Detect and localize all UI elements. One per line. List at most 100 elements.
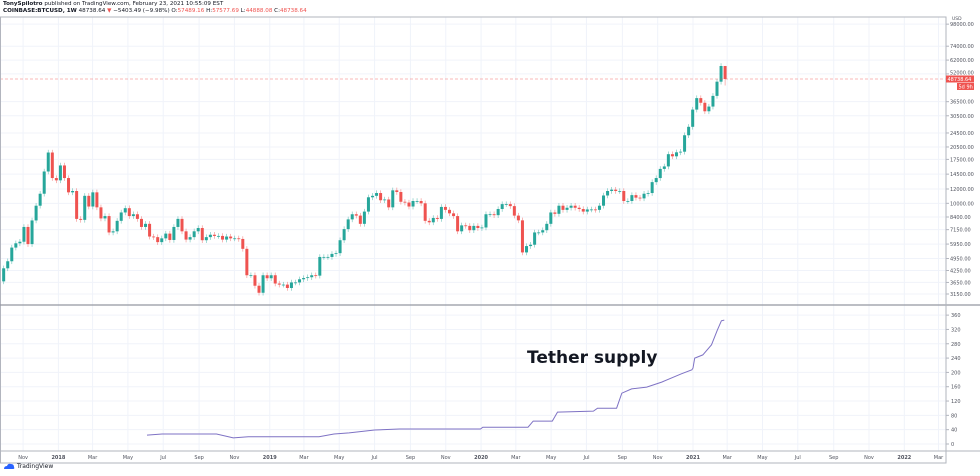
candle-body [269,275,273,279]
candle [326,254,330,260]
candle-body [249,275,253,277]
close-label: C: [274,8,280,14]
candle [200,225,204,244]
candle [221,233,225,243]
candle [460,222,464,235]
time-axis-label: Nov [441,455,451,461]
candle [338,237,342,256]
candle [261,272,265,296]
candle-body [557,205,561,214]
price-tag [946,75,974,83]
candle [38,191,42,209]
candle [391,187,395,211]
candle [691,106,695,130]
candle [634,192,638,201]
candle [403,199,407,206]
price-axis-label: 4950.00 [950,257,971,263]
candle-body [107,216,111,233]
candle [115,218,119,235]
candle-body [95,192,99,208]
candle [674,149,678,160]
candle [537,229,541,236]
candle [577,205,581,212]
candle [695,95,699,113]
candle [508,201,512,209]
time-axis-label: 2022 [897,455,911,461]
candle-body [164,233,168,239]
tradingview-logo[interactable]: TradingView [3,463,53,470]
candle [241,236,245,252]
countdown-value: 5d 9h [959,84,973,90]
candle-body [168,233,172,240]
candle-body [281,284,285,286]
candle [719,63,723,85]
candle-body [670,154,674,157]
candle-body [529,244,533,247]
candle-body [573,205,577,208]
candle [257,283,261,296]
candle [10,244,14,265]
candle-body [695,98,699,110]
candle-body [6,261,10,269]
candle [148,221,152,240]
time-axis-label: May [334,455,344,461]
time-axis-label: Jul [794,455,801,461]
candle-body [654,178,658,183]
candle-body [326,256,330,258]
time-axis-label: Mar [722,455,732,461]
candle-body [152,236,156,238]
tether-axis-label: 280 [951,342,961,348]
candle-body [719,66,723,82]
candle [711,93,715,110]
time-axis-label: Nov [18,455,28,461]
author[interactable]: TonySpilotro [3,1,43,7]
candle [452,210,456,219]
candle-body [172,226,176,240]
candle-body [577,207,581,210]
symbol[interactable]: COINBASE:BTCUSD, 1W [3,8,77,14]
candle [176,216,180,230]
candle [642,191,646,202]
candle [83,193,87,223]
tether-axis-label: 160 [951,385,961,391]
candle [366,194,370,215]
down-arrow-icon: ▼ [107,8,112,14]
candle-body [237,238,241,240]
candle-body [561,205,565,210]
candle [654,175,658,185]
price-axis-label: 14500.00 [950,172,974,178]
candle-body [512,206,516,216]
time-axis-label: 2020 [474,455,488,461]
candle [670,151,674,160]
candle-body [99,207,103,219]
candle [192,228,196,240]
candle [411,198,415,210]
candle-body [38,193,42,206]
candle-body [58,165,62,181]
candle [662,163,666,172]
candle [573,203,577,211]
candle [545,221,549,234]
candle-body [650,182,654,194]
candle [468,223,472,234]
candle-body [257,285,261,293]
candle-body [229,236,233,239]
candle [34,203,38,224]
candle [520,217,524,256]
candle [216,233,220,239]
candle-body [34,205,38,221]
candle-body [703,102,707,112]
time-axis-label: Mar [299,455,309,461]
candle-body [358,215,362,224]
candle [488,211,492,218]
candle [164,230,168,242]
candle-body [241,238,245,249]
candle-body [225,236,229,240]
candle [480,224,484,231]
candle-body [723,66,727,79]
candle [679,149,683,156]
candle [237,235,241,242]
price-axis-label: 30500.00 [950,114,974,120]
candle [196,225,200,235]
